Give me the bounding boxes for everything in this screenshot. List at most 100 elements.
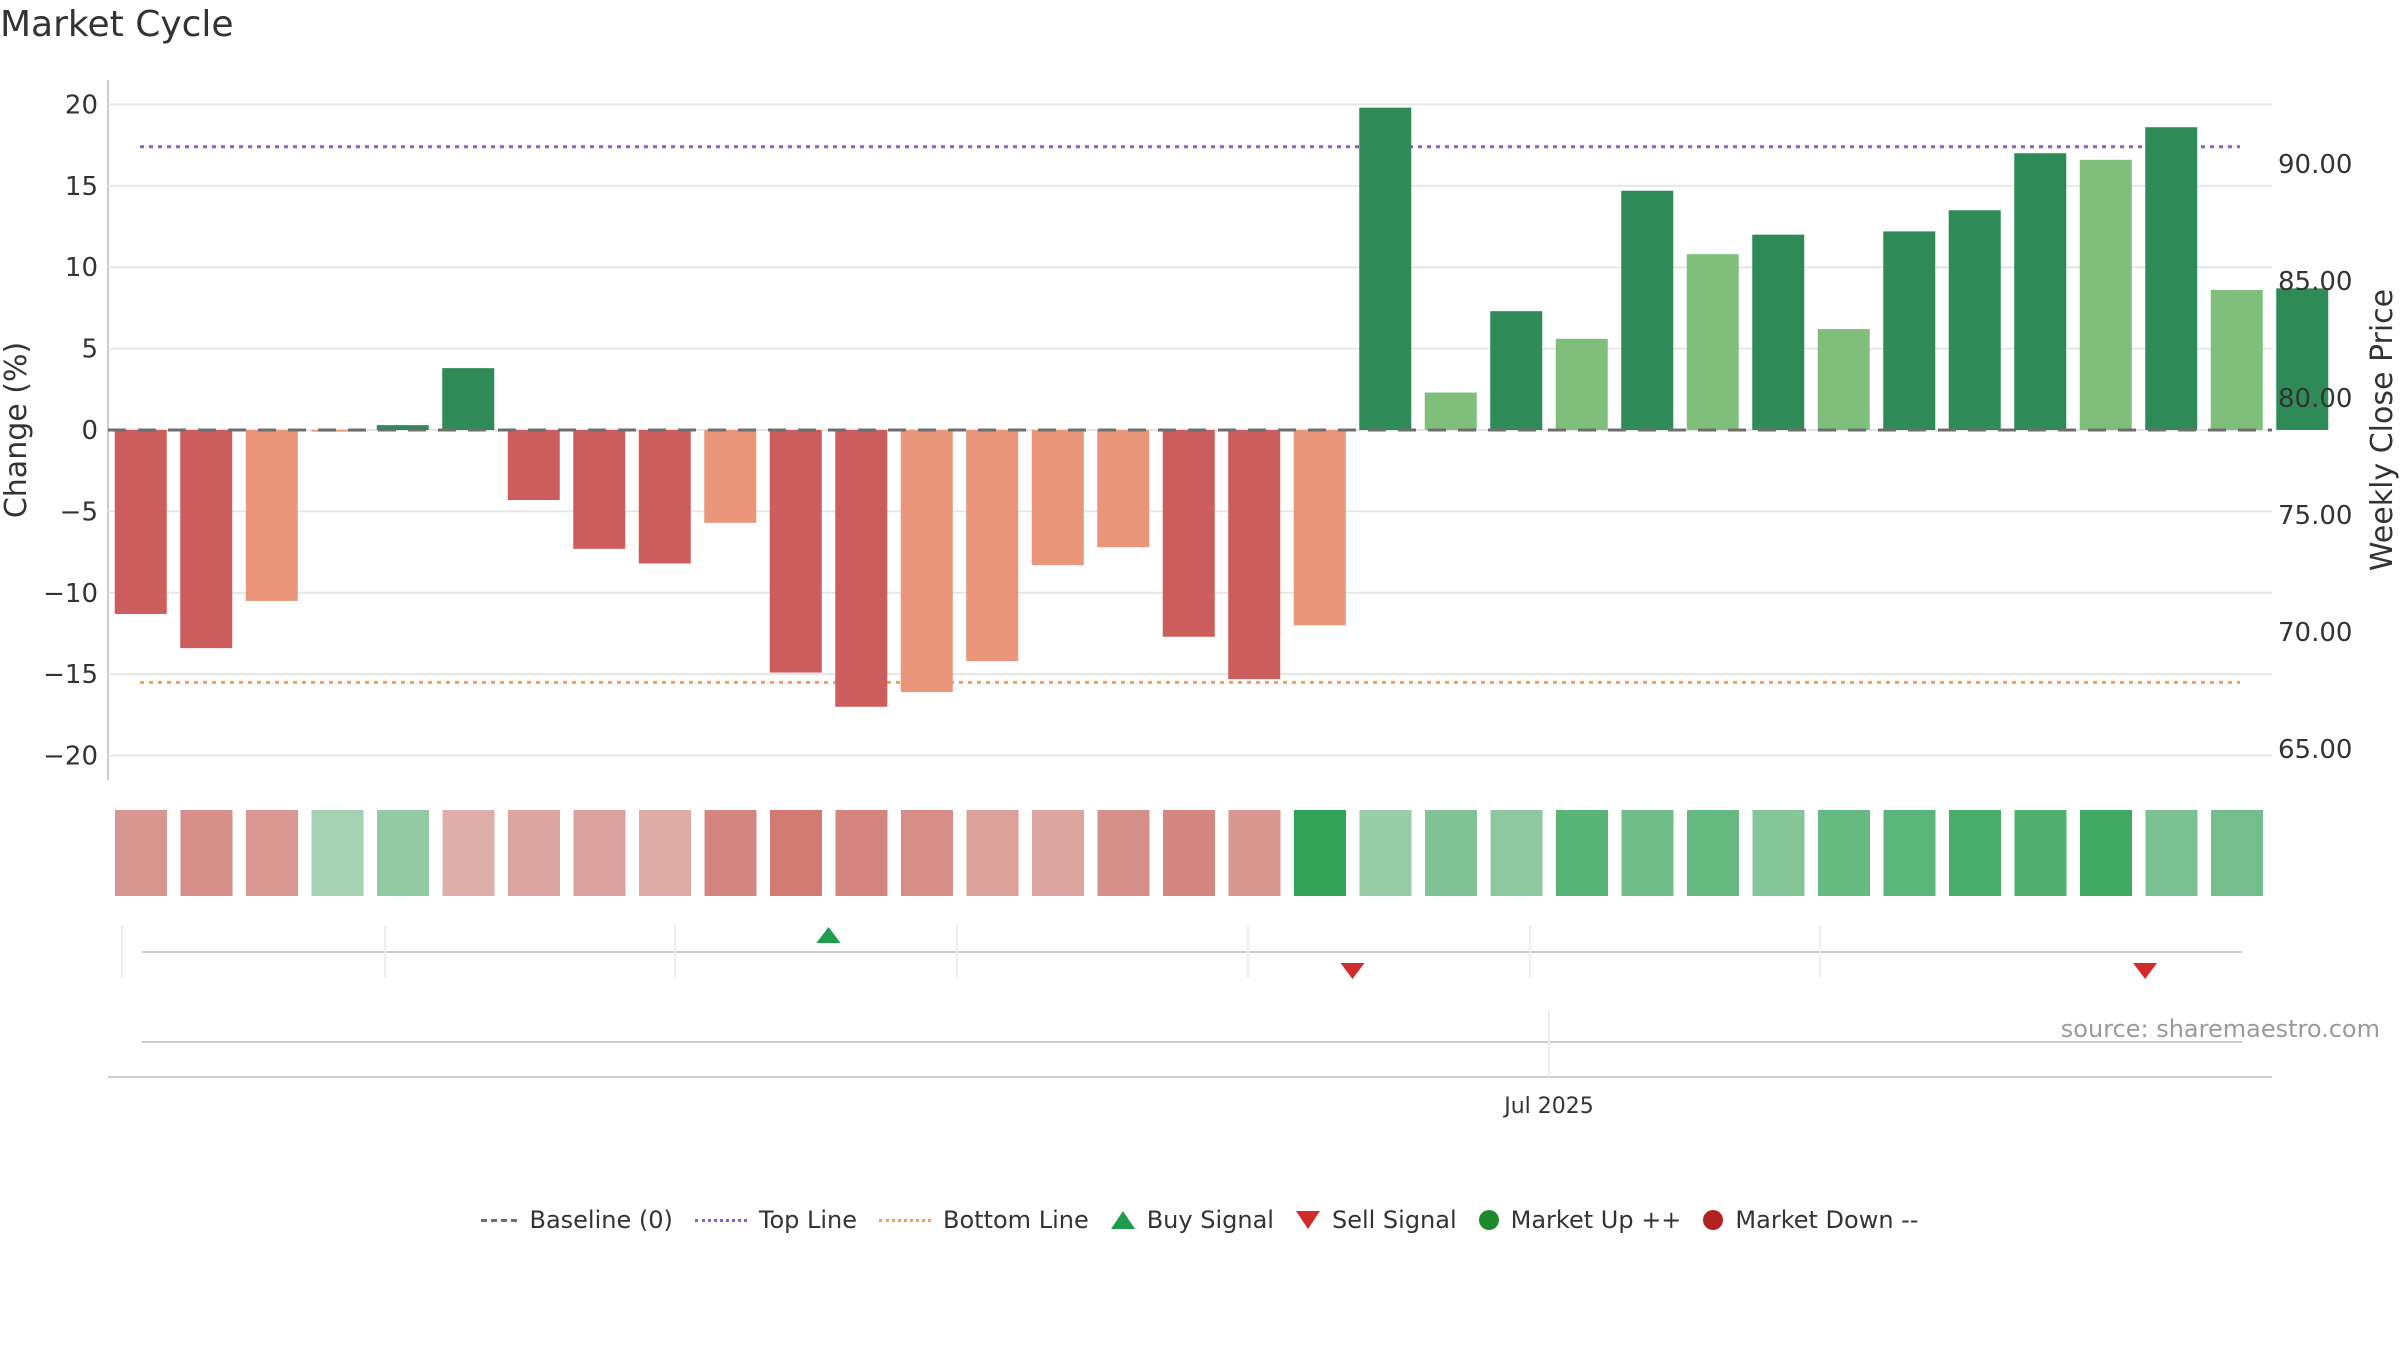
bar — [442, 368, 495, 430]
bars-group — [114, 107, 2329, 707]
bar — [1948, 210, 2001, 430]
heat-cell — [2145, 810, 2198, 896]
heat-cell — [639, 810, 691, 896]
bar — [1359, 107, 1412, 431]
y-tick-label: −15 — [43, 660, 98, 690]
bar — [507, 430, 560, 500]
legend-sell-label: Sell Signal — [1331, 1206, 1457, 1234]
bar — [2210, 290, 2263, 430]
bar — [966, 430, 1019, 662]
heat-cell — [835, 810, 888, 896]
heat-cell — [1228, 810, 1281, 896]
bar — [2014, 153, 2067, 431]
heat-cell — [1687, 810, 1739, 896]
bar — [1424, 392, 1477, 430]
y-tick-label: −10 — [43, 579, 98, 609]
legend-buy: Buy Signal — [1110, 1206, 1274, 1234]
heat-cell — [115, 810, 167, 896]
y-tick-label: 10 — [65, 253, 98, 283]
buy-triangle-icon — [1110, 1211, 1135, 1229]
legend-baseline-label: Baseline (0) — [529, 1206, 673, 1234]
heat-cell — [508, 810, 560, 896]
bar — [311, 430, 364, 432]
market-up-dot-icon — [1478, 1210, 1499, 1230]
bar — [2145, 127, 2198, 431]
bar — [1228, 430, 1281, 680]
bar — [1752, 234, 1805, 430]
heat-cell — [1097, 810, 1150, 896]
y2-tick-label: 75.00 — [2278, 501, 2352, 531]
y2-tick-label: 85.00 — [2278, 267, 2352, 297]
legend-baseline-swatch — [481, 1218, 518, 1222]
heat-cell — [1294, 810, 1346, 896]
y-axis-ticks: 20 15 10 5 0 −5 −10 −15 −20 — [43, 90, 98, 771]
market-down-dot-icon — [1703, 1210, 1724, 1230]
heat-cell — [2211, 810, 2263, 896]
signal-panel — [121, 925, 2242, 979]
legend-sell: Sell Signal — [1295, 1206, 1457, 1234]
guide-lines — [140, 145, 2240, 684]
heat-cell — [1818, 810, 1870, 896]
chart-title: Market Cycle — [0, 4, 234, 45]
legend-baseline: Baseline (0) — [481, 1206, 673, 1234]
bar — [573, 430, 626, 549]
bar — [900, 430, 953, 693]
sell-signal-marker — [2133, 963, 2158, 979]
bar — [704, 430, 757, 523]
y-tick-label: 15 — [65, 172, 98, 202]
legend-top-label: Top Line — [758, 1206, 858, 1234]
bar — [1686, 254, 1739, 430]
bar — [2079, 159, 2132, 430]
y2-axis-ticks: 90.00 85.00 80.00 75.00 70.00 65.00 — [2278, 150, 2352, 765]
heat-cell — [704, 810, 757, 896]
heat-cell — [1032, 810, 1084, 896]
heat-cell — [246, 810, 298, 896]
bar — [638, 430, 691, 564]
sell-triangle-icon — [1295, 1211, 1320, 1229]
y-tick-label: 20 — [65, 90, 98, 120]
heat-cell — [966, 810, 1019, 896]
heat-cell — [1163, 810, 1215, 896]
legend: Baseline (0) Top Line Bottom Line Buy Si… — [0, 1206, 2400, 1234]
bar — [835, 430, 888, 707]
y-tick-label: −5 — [60, 497, 98, 527]
legend-down-label: Market Down -- — [1735, 1206, 1919, 1234]
heat-cell — [770, 810, 822, 896]
heat-cell — [1425, 810, 1477, 896]
bar — [245, 430, 298, 601]
heat-cell — [573, 810, 626, 896]
y-tick-label: 0 — [81, 416, 98, 446]
bar — [769, 430, 822, 673]
legend-bottom-label: Bottom Line — [943, 1206, 1089, 1234]
y-tick-label: −20 — [43, 742, 98, 772]
bar — [376, 425, 429, 430]
heat-cell — [377, 810, 429, 896]
time-axis: Jul 2025 — [108, 1010, 2272, 1119]
bar — [180, 430, 233, 649]
source-credit: source: sharemaestro.com — [2060, 1015, 2380, 1043]
legend-market-down: Market Down -- — [1703, 1206, 1919, 1234]
bar — [1031, 430, 1084, 566]
y-axis-label: Change (%) — [0, 342, 34, 518]
buy-signal-marker — [816, 927, 841, 943]
heat-cell — [2080, 810, 2132, 896]
heat-cell — [1621, 810, 1674, 896]
bar — [1621, 190, 1674, 430]
heat-cell — [1490, 810, 1543, 896]
bar — [1162, 430, 1215, 637]
sell-signal-marker — [1340, 963, 1365, 979]
heat-cell — [180, 810, 233, 896]
heat-cell — [1752, 810, 1805, 896]
bar — [1555, 338, 1608, 430]
heat-cell — [442, 810, 495, 896]
market-cycle-chart: 20 15 10 5 0 −5 −10 −15 −20 90.00 85.00 80.00 75.00… — [0, 80, 2400, 1119]
heat-cell — [901, 810, 953, 896]
bar — [1097, 430, 1150, 548]
legend-top-swatch — [694, 1218, 747, 1222]
heat-cell — [1883, 810, 1936, 896]
legend-buy-label: Buy Signal — [1146, 1206, 1274, 1234]
y2-axis-label: Weekly Close Price — [2365, 289, 2400, 571]
bar — [1817, 329, 1870, 430]
legend-bottom-swatch — [879, 1218, 932, 1222]
heat-cell — [311, 810, 364, 896]
